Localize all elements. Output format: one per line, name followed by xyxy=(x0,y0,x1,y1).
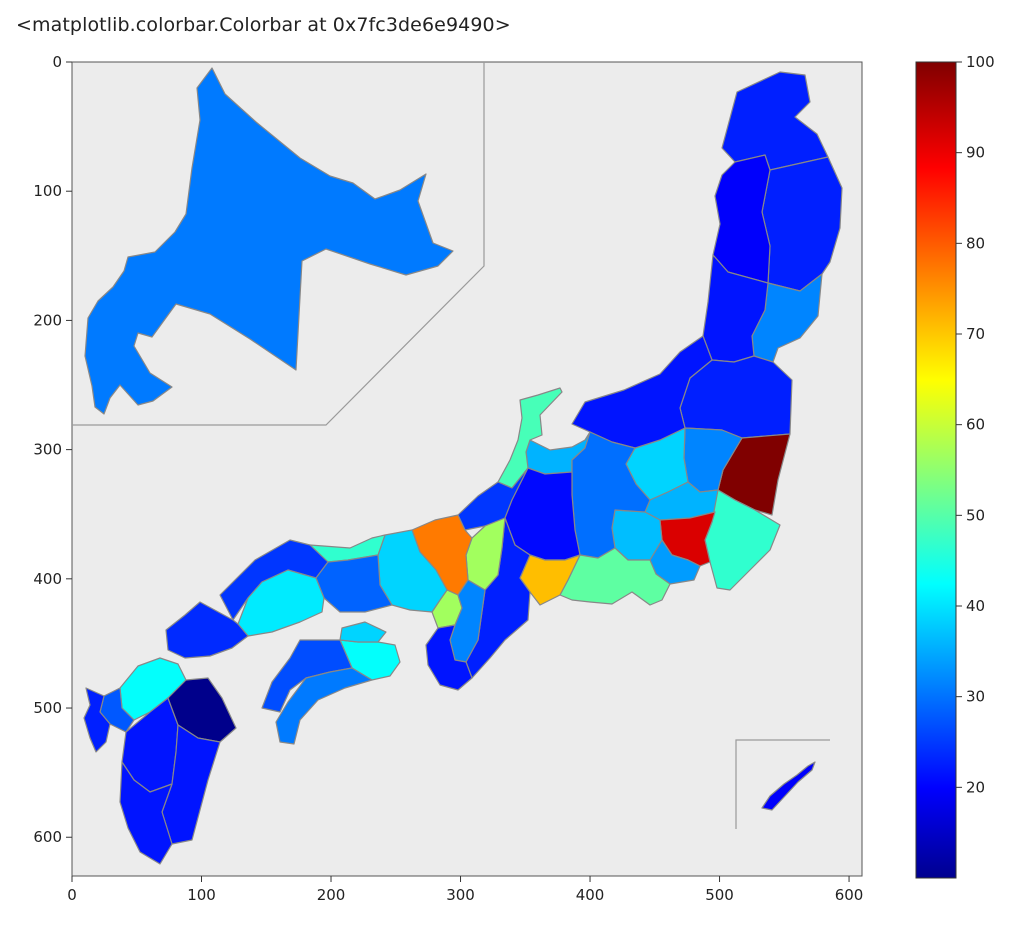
region-ehime xyxy=(261,639,353,713)
x-tick-label: 100 xyxy=(187,886,216,904)
x-tick-label: 200 xyxy=(317,886,346,904)
region-hokkaido xyxy=(84,67,454,415)
colorbar-tick-label: 90 xyxy=(966,144,985,162)
colorbar-tick-label: 80 xyxy=(966,234,985,252)
x-tick-label: 0 xyxy=(67,886,77,904)
y-tick-label: 0 xyxy=(52,53,62,71)
y-tick-label: 600 xyxy=(33,828,62,846)
region-kochi xyxy=(275,667,373,745)
colorbar-ticks: 20 30 40 50 60 70 80 90 100 xyxy=(956,53,995,796)
hokkaido-inset-frame xyxy=(72,62,485,426)
colorbar-tick-label: 70 xyxy=(966,325,985,343)
y-tick-label: 400 xyxy=(33,570,62,588)
colorbar-tick-label: 20 xyxy=(966,778,985,796)
colorbar-tick-label: 60 xyxy=(966,416,985,434)
region-kagoshima xyxy=(119,761,173,865)
region-nagasaki xyxy=(83,687,111,753)
y-tick-label: 500 xyxy=(33,699,62,717)
y-tick-label: 200 xyxy=(33,311,62,329)
x-axis-ticks: 0 100 200 300 400 500 600 xyxy=(67,876,863,904)
x-tick-label: 600 xyxy=(835,886,864,904)
x-tick-label: 300 xyxy=(446,886,475,904)
x-tick-label: 400 xyxy=(576,886,605,904)
prefecture-regions xyxy=(83,67,843,865)
colorbar-tick-label: 100 xyxy=(966,53,995,71)
y-axis-ticks: 0 100 200 300 400 500 600 xyxy=(33,53,72,846)
inset-frames xyxy=(72,62,830,829)
region-shizuoka xyxy=(559,547,671,606)
region-aomori xyxy=(721,71,829,171)
region-okinawa xyxy=(761,761,816,811)
okinawa-inset-frame xyxy=(735,739,830,829)
y-tick-label: 100 xyxy=(33,182,62,200)
output-repr-text: <matplotlib.colorbar.Colorbar at 0x7fc3d… xyxy=(16,14,511,36)
region-yamaguchi xyxy=(165,601,249,659)
y-tick-label: 300 xyxy=(33,441,62,459)
colorbar-tick-label: 40 xyxy=(966,597,985,615)
colorbar-tick-label: 50 xyxy=(966,506,985,524)
region-wakayama xyxy=(425,624,473,691)
x-tick-label: 500 xyxy=(705,886,734,904)
region-ishikawa xyxy=(497,387,563,489)
colorbar-tick-label: 30 xyxy=(966,688,985,706)
colorbar xyxy=(915,61,957,879)
region-miyazaki xyxy=(161,724,221,845)
